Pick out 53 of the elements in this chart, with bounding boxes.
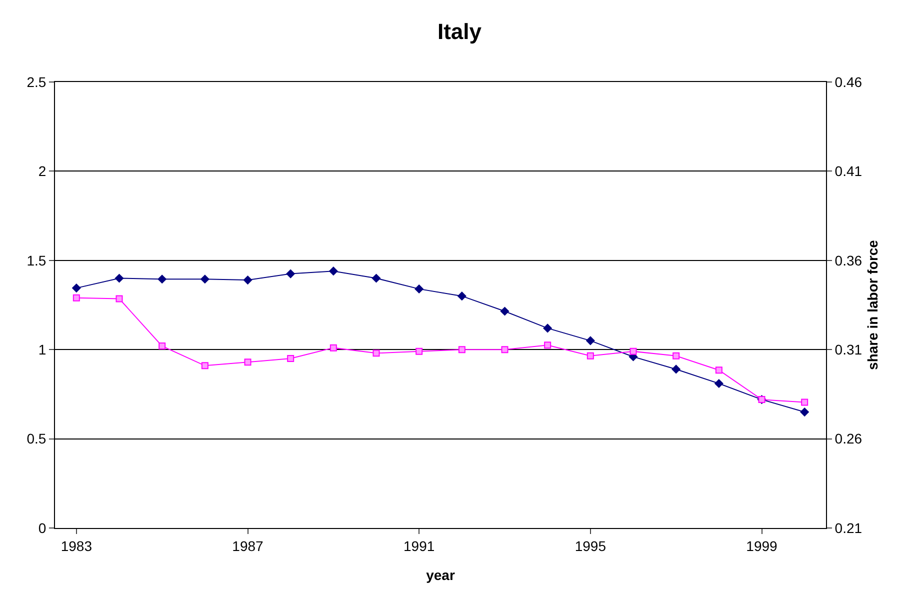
x-tick-label: 1991: [404, 538, 435, 554]
point: [501, 346, 508, 354]
point: [801, 398, 808, 406]
point: [586, 336, 595, 346]
point: [672, 364, 681, 374]
x-tick-label: 1995: [574, 538, 606, 554]
point: [116, 295, 123, 302]
y2-axis-title: share in labor force: [864, 240, 880, 370]
point: [158, 342, 166, 350]
point: [586, 352, 594, 360]
point: [500, 306, 510, 316]
y2-tick-label: 0.31: [834, 342, 862, 358]
point: [372, 350, 380, 357]
point: [543, 324, 552, 333]
point: [416, 348, 423, 355]
y-tick-label: 2: [38, 163, 46, 180]
point: [544, 342, 552, 349]
y-tick-label: 2.5: [26, 74, 46, 90]
y2-tick-label: 0.46: [834, 74, 862, 90]
y-tick-label: 0: [38, 520, 46, 536]
point: [158, 274, 167, 284]
y-tick-label: 0.5: [26, 430, 46, 447]
point: [328, 266, 338, 276]
x-tick-label: 1999: [746, 538, 778, 554]
x-tick-label: 1983: [60, 538, 92, 554]
point: [201, 362, 208, 370]
x-axis-title: year: [426, 567, 456, 583]
point: [243, 275, 252, 285]
point: [458, 346, 466, 354]
point: [414, 284, 424, 294]
point: [372, 274, 381, 283]
point: [72, 284, 81, 293]
point: [715, 366, 722, 374]
point: [800, 407, 810, 417]
point: [457, 292, 466, 301]
point: [286, 269, 296, 278]
y-tick-label: 1: [38, 342, 46, 358]
point: [630, 348, 637, 355]
y2-tick-label: 0.21: [834, 520, 862, 536]
y2-tick-label: 0.41: [834, 163, 862, 180]
point: [287, 355, 294, 362]
y2-tick-label: 0.26: [834, 430, 862, 447]
point: [330, 344, 337, 352]
x-tick-label: 1987: [232, 538, 264, 554]
y-tick-label: 1.5: [26, 252, 46, 268]
y2-tick-label: 0.36: [834, 252, 862, 268]
point: [244, 358, 252, 366]
point: [200, 274, 210, 284]
point: [114, 274, 124, 283]
point: [672, 352, 680, 360]
point: [714, 378, 724, 388]
point: [72, 294, 80, 302]
chart-title: Italy: [437, 19, 482, 44]
